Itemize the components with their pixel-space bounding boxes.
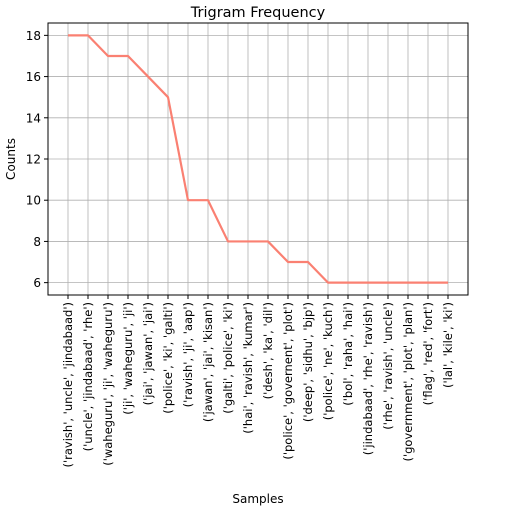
- x-tick-label: ('jindabaad', 'rhe', 'ravish'): [361, 302, 375, 455]
- x-tick-label: ('galti', 'police', 'ki'): [221, 302, 235, 414]
- y-tick-label: 16: [26, 70, 41, 84]
- x-tick-label: ('deep', 'sidhu', 'bjp'): [301, 302, 315, 422]
- y-tick-label: 8: [33, 235, 41, 249]
- x-tick-label: ('waheguru', 'ji', 'waheguru'): [101, 302, 115, 466]
- x-tick-label: ('ravish', 'uncle', 'jindabaad'): [61, 302, 75, 468]
- x-tick-label: ('ji', 'waheguru', 'ji'): [121, 302, 135, 415]
- x-tick-label: ('lal', 'kile', 'ki'): [441, 302, 455, 388]
- x-tick-label: ('ravish', 'ji', 'aap'): [181, 302, 195, 407]
- x-tick-label: ('bol', 'raha', 'hai'): [341, 302, 355, 406]
- x-tick-label: ('hai', 'ravish', 'kumar'): [241, 302, 255, 434]
- x-tick-label: ('government', 'plot', 'plan'): [401, 302, 415, 462]
- x-axis-ticks: ('ravish', 'uncle', 'jindabaad') ('uncle'…: [61, 295, 455, 468]
- series-line: [68, 34, 448, 284]
- x-tick-label: ('flag', 'red', 'fort'): [421, 302, 435, 405]
- x-tick-label: ('jawan', 'jai', 'kisan'): [201, 302, 215, 422]
- y-axis-ticks: 6 8 10 12 14 16 18: [26, 29, 48, 290]
- y-tick-label: 12: [26, 153, 41, 167]
- grid-lines: [48, 23, 468, 295]
- x-tick-label: ('police', 'governent', 'plot'): [281, 302, 295, 460]
- x-tick-label: ('police', 'ki', 'galti'): [161, 302, 175, 414]
- chart-title: Trigram Frequency: [190, 5, 326, 21]
- x-tick-label: ('jai', 'jawan', 'jai'): [141, 302, 155, 405]
- x-tick-label: ('desh', 'ka', 'dil'): [261, 302, 275, 399]
- x-tick-label: ('police', 'ne', 'kuch'): [321, 302, 335, 420]
- y-tick-label: 14: [26, 111, 41, 125]
- x-tick-label: ('uncle', 'jindabaad', 'rhe'): [81, 302, 95, 451]
- series-layer: [67, 34, 449, 284]
- y-axis-label: Counts: [4, 138, 18, 180]
- y-tick-label: 18: [26, 29, 41, 43]
- y-tick-label: 10: [26, 194, 41, 208]
- x-tick-label: ('rhe', 'ravish', 'uncle'): [381, 302, 395, 430]
- x-axis-label: Samples: [232, 492, 283, 506]
- y-tick-label: 6: [33, 276, 41, 290]
